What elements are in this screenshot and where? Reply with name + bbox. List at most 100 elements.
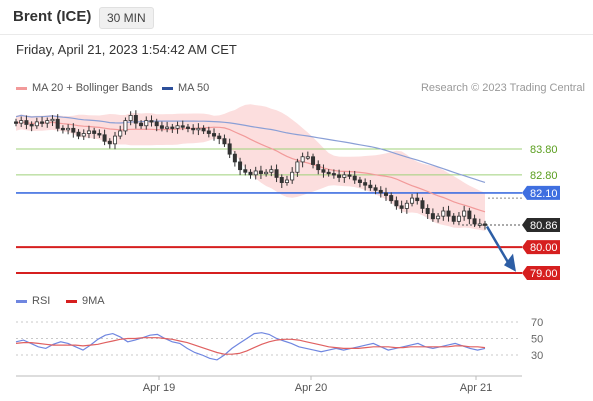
candle-body: [274, 169, 279, 178]
timestamp: Friday, April 21, 2023 1:54:42 AM CET: [16, 42, 237, 57]
candle-body: [326, 171, 331, 175]
candle-body: [425, 208, 430, 214]
candle-body: [212, 133, 217, 137]
level-tag-80.86: [522, 217, 560, 232]
candle-body: [175, 125, 180, 129]
candle-body: [321, 169, 326, 173]
candle-body: [107, 140, 112, 145]
candle-body: [24, 120, 29, 125]
ma50-line: [15, 114, 486, 183]
candle-body: [383, 192, 388, 196]
forecast-arrow-line: [485, 225, 511, 265]
candle-body: [159, 125, 164, 129]
level-label-79.00: 79.00: [530, 268, 558, 280]
candle-body: [337, 174, 342, 178]
legend-label-ma20: MA 20 + Bollinger Bands: [32, 82, 153, 94]
candle-body: [258, 170, 263, 174]
level-label-80.00: 80.00: [530, 242, 558, 254]
candle-body: [118, 130, 123, 137]
candle-body: [13, 121, 18, 124]
candle-body: [76, 131, 81, 137]
level-label-83.80: 83.80: [530, 144, 558, 156]
candle-body: [347, 174, 352, 177]
candle-body: [482, 223, 487, 226]
candle-body: [451, 215, 456, 222]
candle-body: [191, 127, 196, 131]
candle-body: [243, 169, 248, 173]
candle-body: [404, 202, 409, 209]
candle-body: [352, 175, 357, 181]
forecast-arrow-head: [504, 253, 516, 272]
candle-body: [295, 161, 300, 173]
candle-body: [441, 210, 446, 217]
candle-body: [472, 218, 477, 225]
candle-body: [462, 210, 467, 217]
candle-body: [113, 135, 118, 145]
candle-body: [206, 130, 211, 134]
candle-body: [133, 115, 138, 124]
x-tick-label-1: Apr 20: [295, 382, 327, 394]
candle-body: [331, 173, 336, 176]
credit-text: Research © 2023 Trading Central: [420, 82, 585, 94]
legend-swatch-ma50: [162, 86, 173, 90]
candle-body: [97, 133, 102, 136]
candle-body: [144, 120, 149, 127]
candle-body: [467, 210, 472, 220]
candle-body: [45, 120, 50, 124]
candle-body: [86, 130, 91, 134]
candle-body: [420, 200, 425, 209]
candle-body: [389, 195, 394, 202]
legend-label-rsi: RSI: [32, 295, 51, 307]
legend-ma50: MA 50: [162, 82, 209, 94]
timeframe-badge[interactable]: 30 MIN: [99, 7, 154, 29]
level-tag-79.00: [522, 266, 560, 280]
legend-rsi: RSI: [16, 295, 50, 307]
candle-body: [342, 174, 347, 178]
candle-body: [232, 153, 237, 163]
candle-body: [394, 200, 399, 207]
candle-body: [430, 213, 435, 220]
candle-body: [40, 121, 45, 124]
candle-body: [180, 125, 185, 128]
candle-body: [446, 210, 451, 217]
legend-ma20-bb: MA 20 + Bollinger Bands: [16, 82, 153, 94]
candle-body: [269, 169, 274, 173]
candle-body: [311, 156, 316, 165]
candle-body: [477, 223, 482, 226]
legend-rsi-ma: 9MA: [66, 295, 105, 307]
rsi-tick-70: 70: [531, 317, 543, 329]
candle-body: [264, 171, 269, 175]
candle-body: [373, 187, 378, 191]
candle-body: [378, 189, 383, 194]
candle-body: [410, 197, 415, 204]
candle-body: [305, 156, 310, 159]
candle-body: [284, 179, 289, 183]
candle-body: [55, 118, 60, 129]
bollinger-band: [16, 104, 485, 231]
candle-body: [50, 118, 55, 122]
candle-body: [34, 121, 39, 127]
candle-body: [238, 161, 243, 171]
candle-body: [456, 215, 461, 222]
rsi-line: [15, 332, 486, 361]
level-tag-82.10: [522, 185, 560, 200]
candle-body: [165, 126, 170, 129]
candle-body: [279, 177, 284, 183]
candle-body: [29, 124, 34, 127]
candle-body: [253, 170, 258, 176]
candle-body: [149, 120, 154, 123]
legend-swatch-rsi-ma: [66, 299, 77, 303]
candle-body: [196, 127, 201, 131]
candle-body: [81, 133, 86, 137]
candle-body: [415, 197, 420, 202]
rsi-tick-50: 50: [531, 334, 543, 346]
candle-body: [66, 127, 71, 131]
x-tick-label-2: Apr 21: [460, 382, 492, 394]
rsi-ma-line: [15, 337, 486, 355]
candle-body: [217, 135, 222, 140]
level-label-82.80: 82.80: [530, 170, 558, 182]
candle-body: [222, 138, 227, 145]
candle-body: [357, 179, 362, 183]
